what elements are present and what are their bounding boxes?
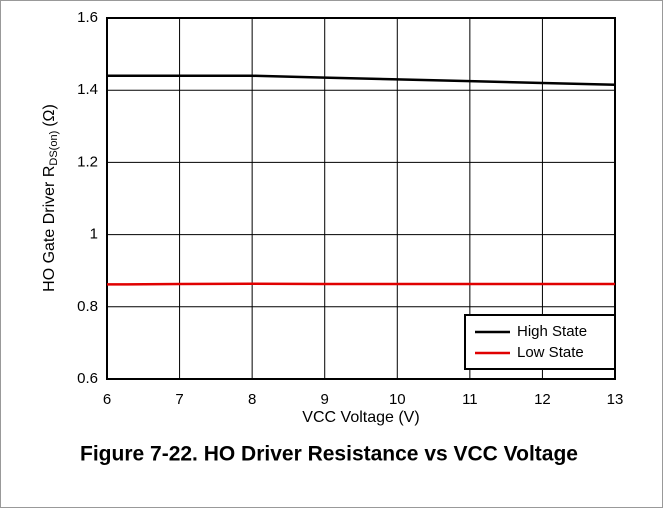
x-tick-label: 13	[607, 391, 624, 408]
y-title-main: HO Gate Driver R	[41, 166, 58, 292]
x-tick-label: 10	[389, 391, 406, 408]
y-tick-label: 1.2	[77, 153, 98, 170]
y-title-unit: (Ω)	[41, 104, 58, 127]
x-tick-label: 12	[534, 391, 551, 408]
y-title-sub: DS(on)	[48, 131, 60, 166]
chart-title: Figure 7-22. HO Driver Resistance vs VCC…	[80, 443, 578, 466]
x-tick-label: 8	[248, 391, 256, 408]
plot-border	[106, 17, 616, 380]
y-tick-label: 1.6	[77, 9, 98, 26]
x-tick-label: 9	[321, 391, 329, 408]
y-tick-label: 0.6	[77, 370, 98, 387]
x-axis-title: VCC Voltage (V)	[302, 409, 419, 426]
legend-label: High State	[517, 323, 587, 340]
y-tick-label: 1	[90, 226, 98, 243]
x-tick-label: 6	[103, 391, 111, 408]
data-line	[107, 74, 616, 87]
data-line	[106, 282, 615, 286]
y-axis-title: HO Gate Driver RDS(on) (Ω)	[41, 104, 60, 292]
y-tick-label: 1.4	[77, 81, 98, 98]
legend-box	[464, 314, 616, 370]
y-tick-label: 0.8	[77, 298, 98, 315]
x-tick-label: 11	[462, 391, 478, 408]
legend-label: Low State	[517, 344, 584, 361]
x-tick-label: 7	[175, 391, 183, 408]
